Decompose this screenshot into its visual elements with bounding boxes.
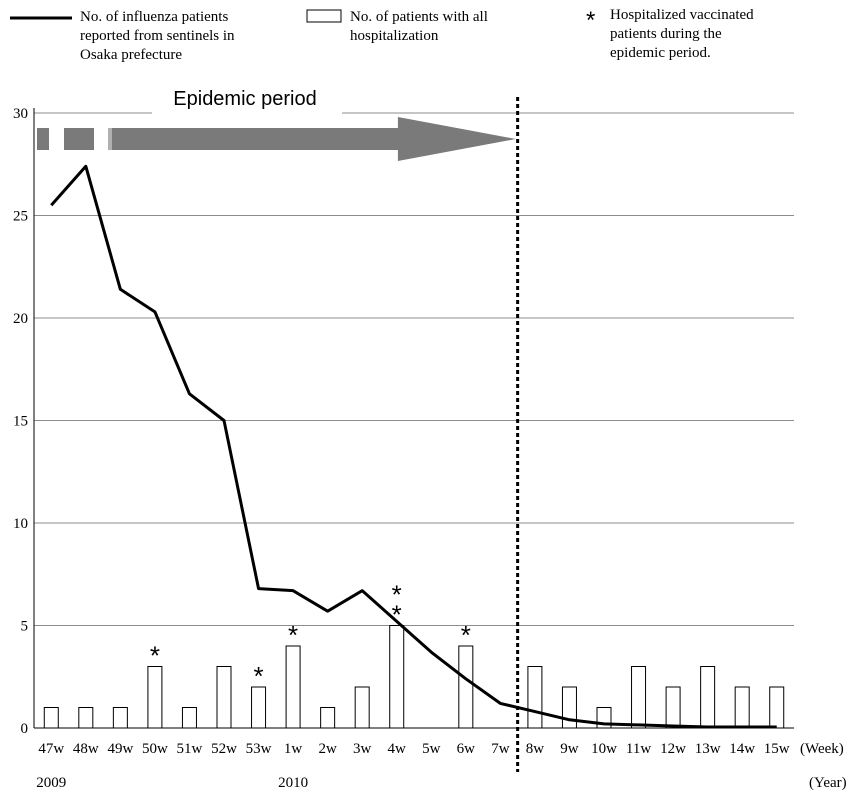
x-axis-unit-label: (Week) bbox=[800, 741, 844, 757]
x-tick-label: 3w bbox=[353, 741, 372, 757]
gridlines bbox=[34, 112, 794, 626]
vaccinated-asterisk-4w: * bbox=[392, 580, 402, 610]
legend-bar-swatch bbox=[306, 9, 342, 23]
x-tick-label: 8w bbox=[526, 741, 545, 757]
y-tick-label: 25 bbox=[13, 209, 28, 225]
epidemic-label-backdrop bbox=[152, 80, 342, 114]
y-tick-label: 20 bbox=[13, 311, 28, 327]
x-tick-label: 53w bbox=[246, 741, 272, 757]
arrow-segment bbox=[37, 128, 49, 150]
y-tick-label: 10 bbox=[13, 516, 28, 532]
x-tick-label: 5w bbox=[422, 741, 441, 757]
bar-12w bbox=[665, 686, 681, 729]
bar-15w bbox=[769, 686, 785, 729]
arrow-body bbox=[112, 117, 516, 161]
y-tick-label: 30 bbox=[13, 106, 28, 122]
bar-3w bbox=[354, 686, 370, 729]
x-tick-label: 4w bbox=[388, 741, 407, 757]
bar-47w bbox=[43, 707, 59, 729]
legend: No. of influenza patients reported from … bbox=[10, 7, 757, 63]
x-tick-label: 13w bbox=[695, 741, 721, 757]
y-tick-label: 5 bbox=[21, 619, 29, 635]
x-tick-label: 11w bbox=[626, 741, 651, 757]
x-tick-label: 50w bbox=[142, 741, 168, 757]
legend-bar-label-1: No. of patients with all bbox=[350, 9, 488, 25]
bar-52w bbox=[216, 666, 232, 729]
bar-2w bbox=[320, 707, 336, 729]
vaccinated-asterisk-4w: * bbox=[392, 600, 402, 630]
x-tick-label: 47w bbox=[38, 741, 64, 757]
legend-bar-label-2: hospitalization bbox=[350, 28, 439, 44]
vaccinated-asterisk-53w: * bbox=[253, 661, 263, 691]
year-unit-label: (Year) bbox=[809, 775, 847, 791]
x-tick-label: 7w bbox=[491, 741, 510, 757]
x-tick-label: 1w bbox=[284, 741, 303, 757]
hospitalization-bars bbox=[43, 625, 785, 729]
arrow-segment bbox=[64, 128, 94, 150]
x-tick-label: 51w bbox=[177, 741, 203, 757]
legend-asterisk-label: Hospitalized vaccinated patients during … bbox=[610, 7, 757, 61]
bar-51w bbox=[181, 707, 197, 729]
legend-asterisk-symbol: * bbox=[586, 7, 595, 34]
legend-line-label-2: reported from sentinels in bbox=[80, 28, 235, 44]
bar-13w bbox=[700, 666, 716, 729]
x-tick-label: 6w bbox=[457, 741, 476, 757]
x-tick-label: 15w bbox=[764, 741, 790, 757]
bar-48w bbox=[78, 707, 94, 729]
y-tick-label: 15 bbox=[13, 414, 28, 430]
legend-bar-label: No. of patients with all hospitalization bbox=[350, 9, 492, 44]
influenza-line-path bbox=[50, 164, 777, 729]
vaccinated-markers: ****** bbox=[150, 580, 471, 692]
bar-8w bbox=[527, 666, 543, 729]
epidemic-period-arrow bbox=[37, 80, 516, 161]
bar-4w bbox=[389, 625, 405, 729]
vaccinated-asterisk-6w: * bbox=[461, 620, 471, 650]
x-tick-label: 14w bbox=[729, 741, 755, 757]
x-tick-label: 9w bbox=[560, 741, 579, 757]
legend-asterisk-label-2: patients during the bbox=[610, 26, 722, 42]
legend-asterisk-label-1: Hospitalized vaccinated bbox=[610, 7, 754, 23]
year-label: 2010 bbox=[278, 775, 308, 791]
bar-50w bbox=[147, 666, 163, 729]
bar-11w bbox=[631, 666, 647, 729]
vaccinated-asterisk-1w: * bbox=[288, 620, 298, 650]
bar-53w bbox=[251, 686, 267, 729]
influenza-line bbox=[50, 164, 777, 729]
x-tick-label: 12w bbox=[660, 741, 686, 757]
legend-line-label: No. of influenza patients reported from … bbox=[80, 9, 238, 63]
x-axis-ticks: 47w 48w 49w 50w 51w 52w 53w 1w 2w 3w 4w 5w 6w 7w 8w 9w 1… bbox=[36, 741, 846, 791]
axes bbox=[33, 108, 794, 729]
year-label: 2009 bbox=[36, 775, 66, 791]
x-tick-label: 10w bbox=[591, 741, 617, 757]
bar-14w bbox=[734, 686, 750, 729]
legend-asterisk-label-3: epidemic period. bbox=[610, 45, 711, 61]
arrow-segment bbox=[108, 128, 112, 150]
x-tick-label: 2w bbox=[318, 741, 337, 757]
legend-line-label-1: No. of influenza patients bbox=[80, 9, 228, 25]
legend-line-label-3: Osaka prefecture bbox=[80, 47, 182, 63]
bar-1w bbox=[285, 645, 301, 729]
x-tick-label: 49w bbox=[107, 741, 133, 757]
x-tick-label: 48w bbox=[73, 741, 99, 757]
epidemic-period-label: Epidemic period bbox=[173, 88, 316, 110]
bar-49w bbox=[112, 707, 128, 729]
bar-6w bbox=[458, 645, 474, 729]
y-tick-label: 0 bbox=[21, 721, 29, 737]
x-tick-label: 52w bbox=[211, 741, 237, 757]
y-axis-ticks: 0 5 10 15 20 25 30 bbox=[13, 106, 28, 737]
vaccinated-asterisk-50w: * bbox=[150, 641, 160, 671]
